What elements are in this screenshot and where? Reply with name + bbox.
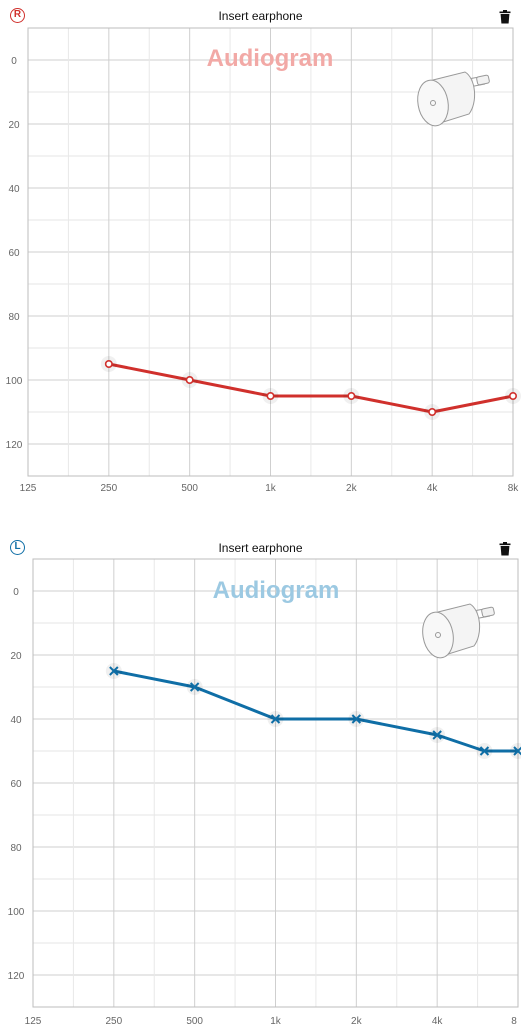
x-tick-label: 2k [351, 1016, 363, 1027]
trash-icon[interactable] [499, 542, 511, 556]
data-point[interactable] [351, 714, 362, 724]
right-ear-audiogram-panel: R Insert earphone 0 20 40 60 80 100 120 125 250… [0, 0, 521, 500]
audiogram-chart[interactable]: 0 20 40 60 80 100 120 125 250 500 1k 2k 4k 8k Audiog… [0, 0, 521, 500]
data-point[interactable] [189, 682, 200, 692]
y-tick-label: 60 [10, 779, 22, 790]
data-point[interactable] [508, 391, 517, 400]
x-axis-ticks: 125 250 500 1k 2k 4k 8k [20, 483, 520, 494]
data-point[interactable] [185, 375, 194, 384]
x-tick-label: 500 [181, 483, 198, 494]
x-tick-label: 8k [508, 483, 520, 494]
x-tick-label: 250 [100, 483, 117, 494]
y-tick-label: 0 [11, 56, 17, 67]
x-tick-label: 4k [432, 1016, 444, 1027]
trash-icon[interactable] [499, 10, 511, 24]
data-point[interactable] [347, 391, 356, 400]
data-point[interactable] [479, 746, 490, 756]
x-tick-label: 125 [20, 483, 37, 494]
right-ear-series [100, 356, 521, 420]
y-tick-label: 60 [8, 248, 20, 259]
data-point[interactable] [104, 359, 113, 368]
x-tick-label: 500 [186, 1016, 203, 1027]
marker-shadow [510, 743, 521, 759]
data-point[interactable] [109, 666, 119, 676]
left-ear-audiogram-panel: L Insert earphone 0 20 40 60 80 100 120 125 250… [0, 532, 521, 1027]
x-tick-label: 8 [511, 1016, 517, 1027]
panel-header: L Insert earphone [0, 532, 521, 560]
y-tick-label: 40 [10, 715, 22, 726]
insert-earphone-icon [417, 71, 490, 127]
y-tick-label: 0 [13, 587, 19, 598]
right-ear-badge: R [10, 8, 25, 23]
transducer-title: Insert earphone [218, 541, 303, 555]
x-tick-label: 250 [105, 1016, 122, 1027]
y-tick-label: 20 [8, 120, 20, 131]
x-axis-ticks: 125 250 500 1k 2k 4k 8 [25, 1016, 518, 1027]
transducer-title: Insert earphone [218, 9, 303, 23]
y-axis-ticks: 0 20 40 60 80 100 120 [6, 56, 23, 451]
plot-frame [32, 558, 519, 1008]
x-tick-label: 125 [25, 1016, 42, 1027]
data-point[interactable] [270, 714, 281, 724]
y-tick-label: 100 [6, 376, 23, 387]
panel-header: R Insert earphone [0, 0, 521, 28]
x-tick-label: 1k [265, 483, 277, 494]
plot-frame [27, 27, 514, 477]
grid [27, 27, 514, 477]
audiogram-watermark: Audiogram [207, 45, 334, 72]
y-tick-label: 120 [8, 971, 25, 982]
x-tick-label: 2k [346, 483, 358, 494]
x-tick-label: 1k [270, 1016, 282, 1027]
data-point[interactable] [428, 407, 437, 416]
insert-earphone-icon [422, 603, 495, 659]
y-tick-label: 40 [8, 184, 20, 195]
x-tick-label: 4k [427, 483, 439, 494]
y-tick-label: 80 [10, 843, 22, 854]
data-point[interactable] [432, 730, 442, 740]
y-tick-label: 120 [6, 440, 23, 451]
data-point[interactable] [266, 391, 275, 400]
left-ear-series [105, 663, 521, 759]
left-ear-badge: L [10, 540, 25, 555]
y-tick-label: 100 [8, 907, 25, 918]
audiogram-watermark: Audiogram [213, 577, 340, 604]
y-tick-label: 20 [10, 651, 22, 662]
series-line [108, 362, 514, 414]
y-tick-label: 80 [8, 312, 20, 323]
y-axis-ticks: 0 20 40 60 80 100 120 [8, 587, 25, 982]
audiogram-chart[interactable]: 0 20 40 60 80 100 120 125 250 500 1k 2k 4k 8 Audiogr… [0, 532, 521, 1027]
